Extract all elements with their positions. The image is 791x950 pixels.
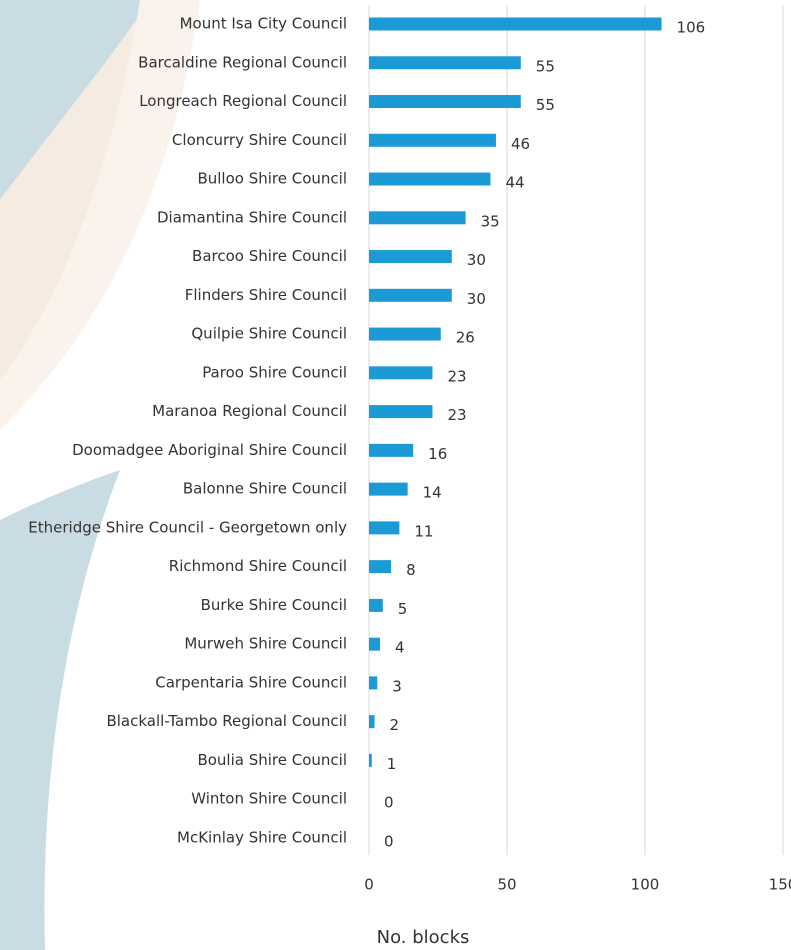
category-label: Bulloo Shire Council (197, 170, 347, 188)
bar (369, 18, 662, 31)
category-label: Barcaldine Regional Council (138, 53, 347, 71)
value-label: 23 (447, 367, 466, 385)
bar (369, 754, 372, 767)
bar (369, 211, 466, 224)
category-label: Etheridge Shire Council - Georgetown onl… (28, 518, 347, 536)
x-axis-title: No. blocks (377, 927, 470, 948)
bar (369, 173, 490, 186)
background-shape (0, 470, 120, 950)
value-label: 30 (467, 251, 486, 269)
category-label: McKinlay Shire Council (177, 828, 347, 846)
value-label: 2 (390, 716, 400, 734)
chart: No. blocks 050100150Mount Isa City Counc… (0, 0, 791, 950)
bar (369, 328, 441, 341)
bar (369, 56, 521, 69)
category-label: Longreach Regional Council (139, 92, 347, 110)
bar (369, 134, 496, 147)
category-label: Doomadgee Aboriginal Shire Council (72, 441, 347, 459)
value-label: 106 (677, 19, 706, 37)
value-label: 16 (428, 445, 447, 463)
category-label: Quilpie Shire Council (191, 325, 347, 343)
value-label: 4 (395, 639, 405, 657)
category-label: Maranoa Regional Council (152, 402, 347, 420)
category-label: Diamantina Shire Council (157, 208, 347, 226)
category-label: Mount Isa City Council (180, 15, 347, 33)
value-label: 55 (536, 57, 555, 75)
value-label: 55 (536, 96, 555, 114)
bar (369, 366, 432, 379)
bar (369, 289, 452, 302)
category-label: Winton Shire Council (191, 790, 347, 808)
bar (369, 521, 399, 534)
bar (369, 95, 521, 108)
bar (369, 638, 380, 651)
value-label: 0 (384, 832, 394, 850)
category-label: Richmond Shire Council (169, 557, 347, 575)
category-label: Burke Shire Council (201, 596, 347, 614)
category-label: Carpentaria Shire Council (155, 673, 347, 691)
value-label: 14 (423, 484, 442, 502)
x-tick-label: 150 (769, 876, 791, 894)
value-label: 0 (384, 794, 394, 812)
bar (369, 599, 383, 612)
bar (369, 676, 377, 689)
value-label: 46 (511, 135, 530, 153)
value-label: 3 (392, 677, 402, 695)
bar (369, 444, 413, 457)
x-tick-label: 50 (497, 876, 516, 894)
value-label: 30 (467, 290, 486, 308)
bar (369, 560, 391, 573)
category-label: Blackall-Tambo Regional Council (106, 712, 347, 730)
page: {"chart_data": {"type": "bar", "orientat… (0, 0, 791, 950)
category-label: Balonne Shire Council (183, 480, 347, 498)
value-label: 26 (456, 329, 475, 347)
value-label: 8 (406, 561, 416, 579)
value-label: 44 (505, 174, 524, 192)
category-label: Cloncurry Shire Council (172, 131, 347, 149)
x-tick-label: 0 (364, 876, 374, 894)
value-label: 1 (387, 755, 397, 773)
bar (369, 483, 408, 496)
value-label: 23 (447, 406, 466, 424)
value-label: 11 (414, 522, 433, 540)
bar (369, 405, 432, 418)
x-tick-label: 100 (631, 876, 660, 894)
category-label: Boulia Shire Council (197, 751, 347, 769)
category-label: Paroo Shire Council (202, 363, 347, 381)
value-label: 35 (481, 212, 500, 230)
category-label: Flinders Shire Council (185, 286, 347, 304)
category-label: Murweh Shire Council (184, 635, 347, 653)
bar (369, 715, 375, 728)
category-label: Barcoo Shire Council (192, 247, 347, 265)
bar (369, 250, 452, 263)
value-label: 5 (398, 600, 408, 618)
